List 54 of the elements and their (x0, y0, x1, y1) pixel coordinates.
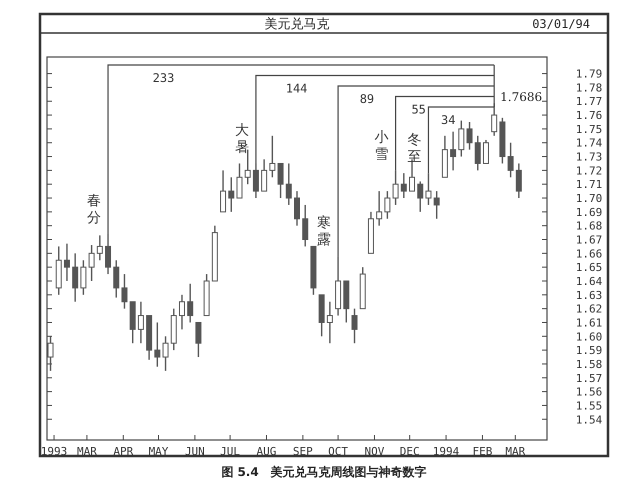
annotation: 55 (411, 102, 426, 116)
y-tick-label: 1.68 (576, 220, 602, 233)
annotation: 春分 (87, 192, 102, 226)
caption: 图 5.4 美元兑马克周线图与神奇数字 (221, 465, 427, 479)
y-tick-label: 1.78 (576, 81, 602, 94)
x-tick-label: 1994 (432, 445, 460, 458)
x-tick-label: DEC (400, 445, 420, 458)
y-tick-label: 1.66 (576, 247, 602, 260)
x-tick-label: MAR (505, 445, 526, 458)
y-tick-label: 1.73 (576, 150, 602, 164)
x-tick-label: SEP (292, 445, 314, 458)
y-tick-label: 1.54 (576, 413, 603, 426)
y-tick-label: 1.60 (576, 330, 602, 344)
annotation: 89 (360, 92, 374, 106)
y-tick-label: 1.62 (576, 302, 602, 316)
annotation: 冬至 (407, 132, 422, 166)
annotation: 小雪 (374, 129, 389, 162)
x-tick-label: MAR (76, 445, 98, 458)
annotation: 1.7686 (500, 90, 542, 104)
x-tick-label: OCT (328, 445, 348, 458)
y-tick-label: 1.58 (576, 358, 602, 371)
y-tick-label: 1.76 (576, 109, 602, 122)
y-tick-label: 1.69 (576, 206, 602, 219)
chart-subtitle: 03/01/94 (532, 17, 590, 31)
y-tick-label: 1.67 (576, 234, 602, 247)
x-tick-label: APR (113, 445, 134, 458)
y-tick-label: 1.75 (576, 122, 602, 136)
annotation: 寒露 (317, 215, 332, 248)
y-tick-label: 1.77 (576, 95, 602, 108)
chart-title: 美元兑马克 (264, 16, 330, 32)
y-tick-label: 1.72 (576, 164, 602, 178)
x-tick-label: NOV (364, 445, 385, 458)
y-tick-label: 1.71 (576, 178, 602, 192)
y-tick-label: 1.56 (576, 386, 602, 399)
annotation: 233 (152, 71, 174, 85)
y-tick-label: 1.64 (576, 274, 603, 288)
x-tick-label: MAY (148, 445, 169, 458)
x-tick-label: AUG (256, 445, 276, 458)
x-tick-label: 1993 (40, 445, 68, 458)
y-tick-label: 1.61 (576, 316, 602, 330)
x-tick-label: JUL (220, 445, 240, 458)
y-tick-label: 1.55 (576, 399, 602, 412)
annotation: 大暑 (234, 122, 249, 156)
annotation: 34 (441, 113, 456, 127)
y-tick-label: 1.74 (576, 136, 603, 150)
y-tick-label: 1.57 (576, 372, 602, 385)
y-tick-label: 1.79 (576, 68, 602, 81)
x-tick-label: FEB (472, 445, 493, 458)
annotation: 144 (286, 82, 308, 96)
x-tick-label: JUN (184, 445, 205, 458)
y-tick-label: 1.70 (576, 192, 602, 206)
y-tick-label: 1.59 (576, 344, 602, 358)
y-tick-label: 1.63 (576, 288, 602, 302)
y-tick-label: 1.65 (576, 261, 602, 274)
